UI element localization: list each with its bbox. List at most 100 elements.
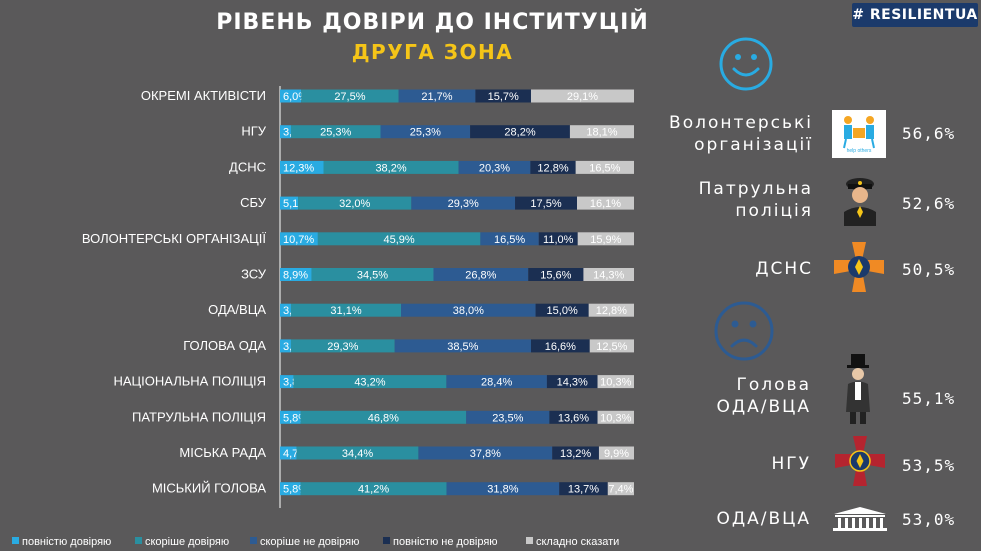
- legend-swatch: [250, 537, 257, 544]
- category-label: ВОЛОНТЕРСЬКІ ОРГАНІЗАЦІЇ: [82, 231, 266, 246]
- police-officer-icon: [844, 178, 876, 226]
- data-label: 16,6%: [545, 341, 576, 353]
- data-label: 29,1%: [567, 91, 598, 103]
- legend-label: скоріше довіряю: [145, 536, 229, 548]
- data-label: 34,5%: [357, 270, 388, 282]
- category-label: ГОЛОВА ОДА: [183, 338, 266, 353]
- category-label: ДСНС: [229, 159, 266, 174]
- bar-segment: [280, 268, 312, 281]
- ngu-emblem-icon: [835, 436, 885, 486]
- data-label: 45,9%: [384, 234, 415, 246]
- data-label: 38,0%: [453, 305, 484, 317]
- data-label: 16,5%: [494, 234, 525, 246]
- positive-dsns-value: 50,5%: [902, 260, 956, 279]
- data-label: 34,4%: [342, 448, 373, 460]
- bar-segment: [458, 160, 531, 174]
- category-label: МІСЬКА РАДА: [179, 445, 266, 460]
- bar-segment: [323, 160, 459, 174]
- negative-oda-value: 53,0%: [902, 510, 956, 529]
- bar-segment: [577, 196, 634, 210]
- category-label: ОКРЕМІ АКТИВІСТИ: [141, 88, 266, 103]
- bar-segment: [280, 89, 302, 103]
- bar-segment: [546, 375, 598, 389]
- volunteers-icon-caption: help others: [846, 148, 872, 154]
- category-label: НАЦІОНАЛЬНА ПОЛІЦІЯ: [113, 374, 266, 389]
- data-label: 29,3%: [448, 198, 479, 210]
- bar-segment: [530, 89, 634, 103]
- smile-icon: [719, 37, 773, 91]
- resilientua-badge: # RESILIENTUA: [852, 3, 978, 27]
- bar-segment: [607, 482, 634, 496]
- bar-segment: [466, 410, 550, 424]
- bar-segment: [446, 375, 547, 389]
- bar-segment: [290, 339, 395, 353]
- bar-segment: [418, 446, 553, 460]
- category-label: МІСЬКИЙ ГОЛОВА: [152, 481, 266, 496]
- legend-label: повністю довіряю: [22, 536, 111, 548]
- data-label: 13,6%: [558, 412, 589, 424]
- bar-segment: [398, 89, 476, 103]
- data-label: 31,8%: [487, 484, 518, 496]
- data-label: 25,3%: [320, 127, 351, 139]
- data-label: 16,5%: [589, 162, 620, 174]
- data-label: 15,6%: [540, 270, 571, 282]
- positive-patrol-police-name: Патрульна поліція: [698, 179, 813, 221]
- data-label: 41,2%: [358, 484, 389, 496]
- legend-label: складно сказати: [536, 536, 619, 548]
- data-label: 8,9%: [283, 270, 308, 282]
- bar-segment: [280, 375, 294, 389]
- bar-segment: [535, 303, 589, 317]
- bar-segment: [446, 482, 560, 496]
- bar-segment: [597, 410, 634, 424]
- bar-segment: [411, 196, 516, 210]
- legend-label: повністю не довіряю: [393, 536, 498, 548]
- data-label: 10,7%: [283, 234, 314, 246]
- bar-segment: [401, 303, 536, 317]
- bar-segment: [559, 482, 608, 496]
- bar-segment: [380, 125, 471, 139]
- data-label: 18,1%: [586, 127, 617, 139]
- category-label: ЗСУ: [241, 267, 267, 282]
- bar-segment: [280, 410, 301, 424]
- official-top-hat-icon: [846, 354, 870, 424]
- bar-segment: [280, 303, 291, 317]
- bar-segment: [598, 446, 634, 460]
- bar-segment: [280, 232, 318, 246]
- bar-segment: [290, 125, 381, 139]
- volunteers-icon: help others: [832, 110, 886, 158]
- government-building-icon: [833, 507, 887, 531]
- data-label: 10,3%: [600, 377, 631, 389]
- data-label: 17,5%: [530, 198, 561, 210]
- data-label: 10,3%: [600, 412, 631, 424]
- bar-segment: [480, 232, 539, 246]
- bar-segment: [300, 410, 467, 424]
- bar-segment: [280, 446, 297, 460]
- bar-segment: [394, 339, 531, 353]
- data-label: 12,3%: [283, 162, 314, 174]
- data-label: 14,3%: [593, 270, 624, 282]
- sad-face-icon: [714, 301, 774, 361]
- bar-segment: [577, 232, 634, 246]
- bar-segment: [280, 196, 299, 210]
- data-label: 13,7%: [568, 484, 599, 496]
- positive-dsns-name: ДСНС: [755, 259, 813, 279]
- legend-swatch: [135, 537, 142, 544]
- bar-segment: [470, 125, 570, 139]
- data-label: 27,5%: [334, 91, 365, 103]
- dsns-emblem-icon: [834, 242, 884, 292]
- data-label: 12,8%: [537, 162, 568, 174]
- positive-volunteers-name: Волонтерські організації: [669, 113, 813, 155]
- category-label: СБУ: [240, 195, 267, 210]
- data-label: 28,4%: [481, 377, 512, 389]
- bar-segment: [515, 196, 578, 210]
- data-label: 38,5%: [447, 341, 478, 353]
- bar-segment: [317, 232, 481, 246]
- data-label: 12,5%: [596, 341, 627, 353]
- positive-volunteers-value: 56,6%: [902, 124, 956, 143]
- bar-segment: [433, 268, 529, 281]
- data-label: 15,7%: [488, 91, 519, 103]
- category-label: ПАТРУЛЬНА ПОЛІЦІЯ: [132, 409, 266, 424]
- bar-segment: [296, 446, 419, 460]
- data-label: 26,8%: [465, 270, 496, 282]
- bar-segment: [290, 303, 402, 317]
